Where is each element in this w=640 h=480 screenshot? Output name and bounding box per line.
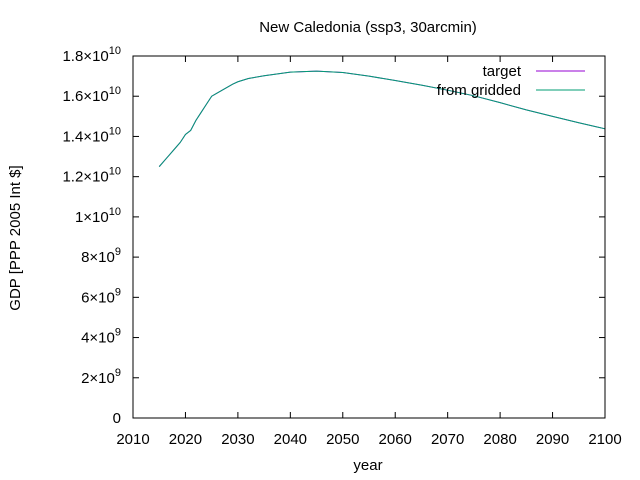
y-tick-label: 0 xyxy=(113,410,121,427)
y-tick-label: 4×109 xyxy=(81,327,121,347)
axis-ticks: 2010 2020 2030 2040 2050 2060 2070 2080 2090 2100… xyxy=(62,45,621,448)
x-tick-label: 2030 xyxy=(221,431,254,448)
x-tick-label: 2060 xyxy=(379,431,412,448)
y-tick-label: 1.8×1010 xyxy=(62,45,121,65)
plot-frame xyxy=(132,55,606,419)
x-tick-label: 2090 xyxy=(536,431,569,448)
x-tick-label: 2040 xyxy=(274,431,307,448)
y-tick-label: 1.6×1010 xyxy=(62,85,121,105)
y-tick-label: 2×109 xyxy=(81,367,121,387)
legend-label: target xyxy=(483,63,522,80)
series-lines xyxy=(158,70,606,167)
series-line-target xyxy=(158,70,606,167)
x-axis-title: year xyxy=(353,457,382,474)
series-line-from-gridded xyxy=(158,70,606,167)
y-tick-label: 1.2×1010 xyxy=(62,166,121,186)
x-tick-label: 2050 xyxy=(326,431,359,448)
chart-title: New Caledonia (ssp3, 30arcmin) xyxy=(259,19,477,36)
x-tick-label: 2020 xyxy=(169,431,202,448)
x-tick-label: 2100 xyxy=(588,431,621,448)
y-tick-label: 6×109 xyxy=(81,286,121,306)
legend-label: from gridded xyxy=(437,82,521,99)
y-tick-label: 1.4×1010 xyxy=(62,125,121,145)
y-axis-title: GDP [PPP 2005 Int $] xyxy=(7,165,24,310)
x-tick-label: 2010 xyxy=(116,431,149,448)
y-tick-label: 1×1010 xyxy=(75,206,121,226)
legend: target from gridded xyxy=(437,63,585,99)
x-tick-label: 2070 xyxy=(431,431,464,448)
y-tick-label: 8×109 xyxy=(81,246,121,266)
x-tick-label: 2080 xyxy=(483,431,516,448)
